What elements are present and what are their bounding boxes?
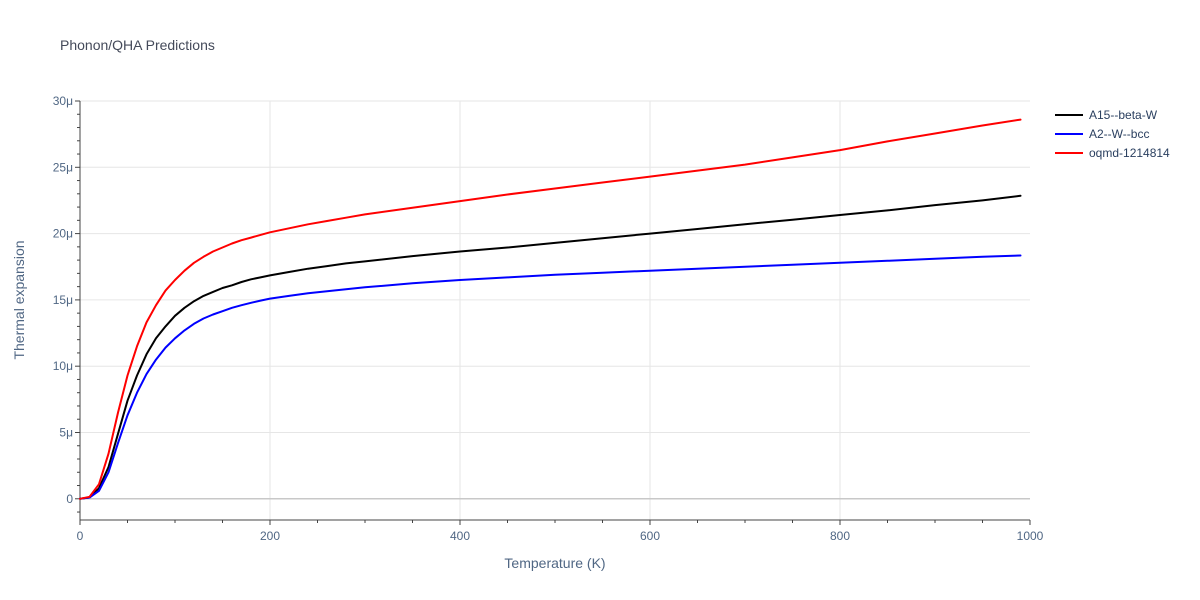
x-tick-label: 0 — [77, 529, 84, 543]
x-tick-label: 600 — [640, 529, 660, 543]
y-tick-label: 20μ — [53, 227, 73, 241]
y-tick-label: 0 — [66, 492, 73, 506]
y-tick-label: 10μ — [53, 359, 73, 373]
series-line-A15--beta-W[interactable] — [79, 194, 1022, 500]
legend-label: A15--beta-W — [1089, 108, 1158, 122]
x-tick-label: 200 — [260, 529, 280, 543]
series-lines — [79, 118, 1022, 500]
x-tick-label: 1000 — [1017, 529, 1044, 543]
y-tick-label: 30μ — [53, 94, 73, 108]
legend[interactable]: A15--beta-W A2--W--bcc oqmd-1214814 — [1055, 108, 1170, 160]
legend-label: oqmd-1214814 — [1089, 146, 1170, 160]
y-tick-label: 15μ — [53, 293, 73, 307]
series-line-oqmd-1214814[interactable] — [79, 118, 1022, 500]
x-tick-label: 400 — [450, 529, 470, 543]
y-tick-label: 5μ — [59, 425, 73, 439]
grid — [80, 100, 1030, 520]
legend-label: A2--W--bcc — [1089, 127, 1149, 141]
y-tick-label: 25μ — [53, 160, 73, 174]
x-axis-title: Temperature (K) — [504, 555, 605, 571]
y-axis-title: Thermal expansion — [11, 240, 27, 359]
chart-title: Phonon/QHA Predictions — [60, 37, 215, 53]
axes: 0 5μ 10μ 15μ 20μ 25μ 30μ 0 200 400 600 800 1000 — [53, 94, 1044, 543]
series-line-A2--W--bcc[interactable] — [79, 254, 1022, 500]
legend-item[interactable]: A2--W--bcc — [1055, 127, 1149, 141]
legend-item[interactable]: A15--beta-W — [1055, 108, 1158, 122]
x-tick-label: 800 — [830, 529, 850, 543]
legend-item[interactable]: oqmd-1214814 — [1055, 146, 1170, 160]
